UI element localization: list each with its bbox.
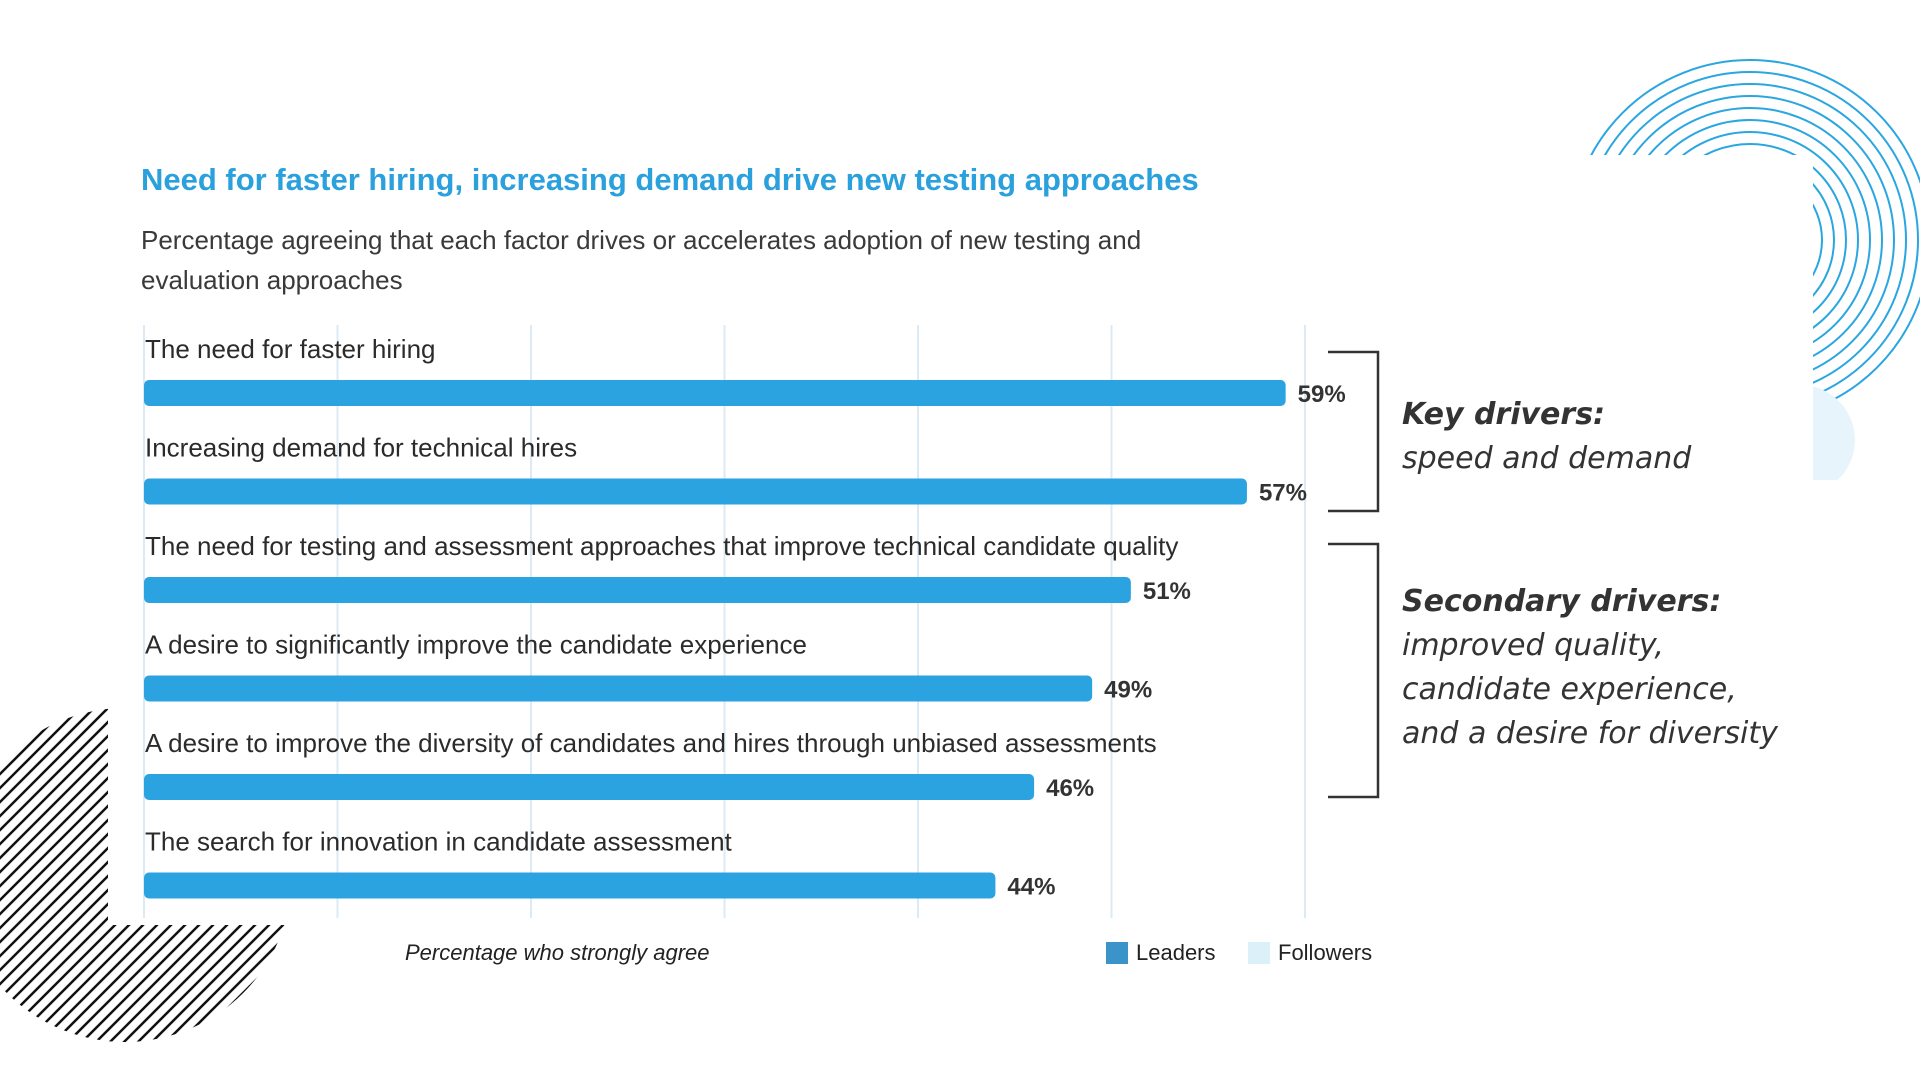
chart-card-background-lower	[345, 925, 1575, 1000]
stripe	[0, 708, 141, 1042]
legend-swatch-followers	[1248, 942, 1270, 964]
category-label: The need for testing and assessment appr…	[145, 531, 1178, 561]
annotation-bracket-0	[1328, 350, 1380, 513]
key-drivers-callout: Key drivers: speed and demand	[1402, 393, 1691, 481]
secondary-drivers-callout: Secondary drivers: improved quality, can…	[1402, 580, 1778, 756]
chart-title: Need for faster hiring, increasing deman…	[141, 162, 1199, 197]
stripe	[157, 708, 292, 1042]
category-label: A desire to improve the diversity of can…	[145, 728, 1157, 758]
legend-label-leaders: Leaders	[1136, 940, 1216, 965]
stripe	[0, 708, 99, 1042]
key-drivers-heading: Key drivers:	[1402, 397, 1606, 432]
bar	[144, 675, 1093, 702]
key-drivers-body: speed and demand	[1402, 441, 1692, 476]
legend-label-followers: Followers	[1278, 940, 1373, 965]
value-label: 59%	[1298, 381, 1346, 408]
stripe	[143, 708, 292, 1042]
legend-swatch-leaders	[1106, 942, 1128, 964]
value-label: 49%	[1104, 677, 1152, 704]
category-label: The need for faster hiring	[145, 334, 436, 364]
category-label: Increasing demand for technical hires	[145, 433, 577, 463]
stripe	[0, 708, 113, 1042]
chart-subtitle: Percentage agreeing that each factor dri…	[141, 225, 1142, 295]
stripe	[185, 708, 292, 1042]
stripe	[129, 708, 292, 1042]
category-label: The search for innovation in candidate a…	[145, 827, 733, 857]
value-label: 46%	[1046, 775, 1094, 802]
stripe	[0, 708, 155, 1042]
secondary-drivers-body: improved quality, candidate experience, …	[1402, 628, 1778, 751]
value-label: 51%	[1143, 578, 1191, 605]
legend-item-followers: Followers	[1248, 940, 1372, 966]
bar	[144, 478, 1247, 505]
stripe	[0, 708, 127, 1042]
secondary-drivers-heading: Secondary drivers:	[1402, 584, 1722, 619]
bar	[144, 577, 1131, 603]
bar	[144, 774, 1035, 800]
bar	[144, 872, 996, 899]
value-label: 44%	[1007, 874, 1055, 901]
annotation-bracket-1	[1328, 542, 1380, 799]
value-label: 57%	[1259, 480, 1307, 507]
legend-item-leaders: Leaders	[1106, 940, 1216, 966]
chart-footnote: Percentage who strongly agree	[405, 940, 710, 965]
category-label: A desire to significantly improve the ca…	[145, 630, 807, 660]
stripe	[0, 708, 85, 1042]
stripe	[115, 708, 292, 1042]
stripe	[171, 708, 292, 1042]
bar	[144, 380, 1286, 406]
